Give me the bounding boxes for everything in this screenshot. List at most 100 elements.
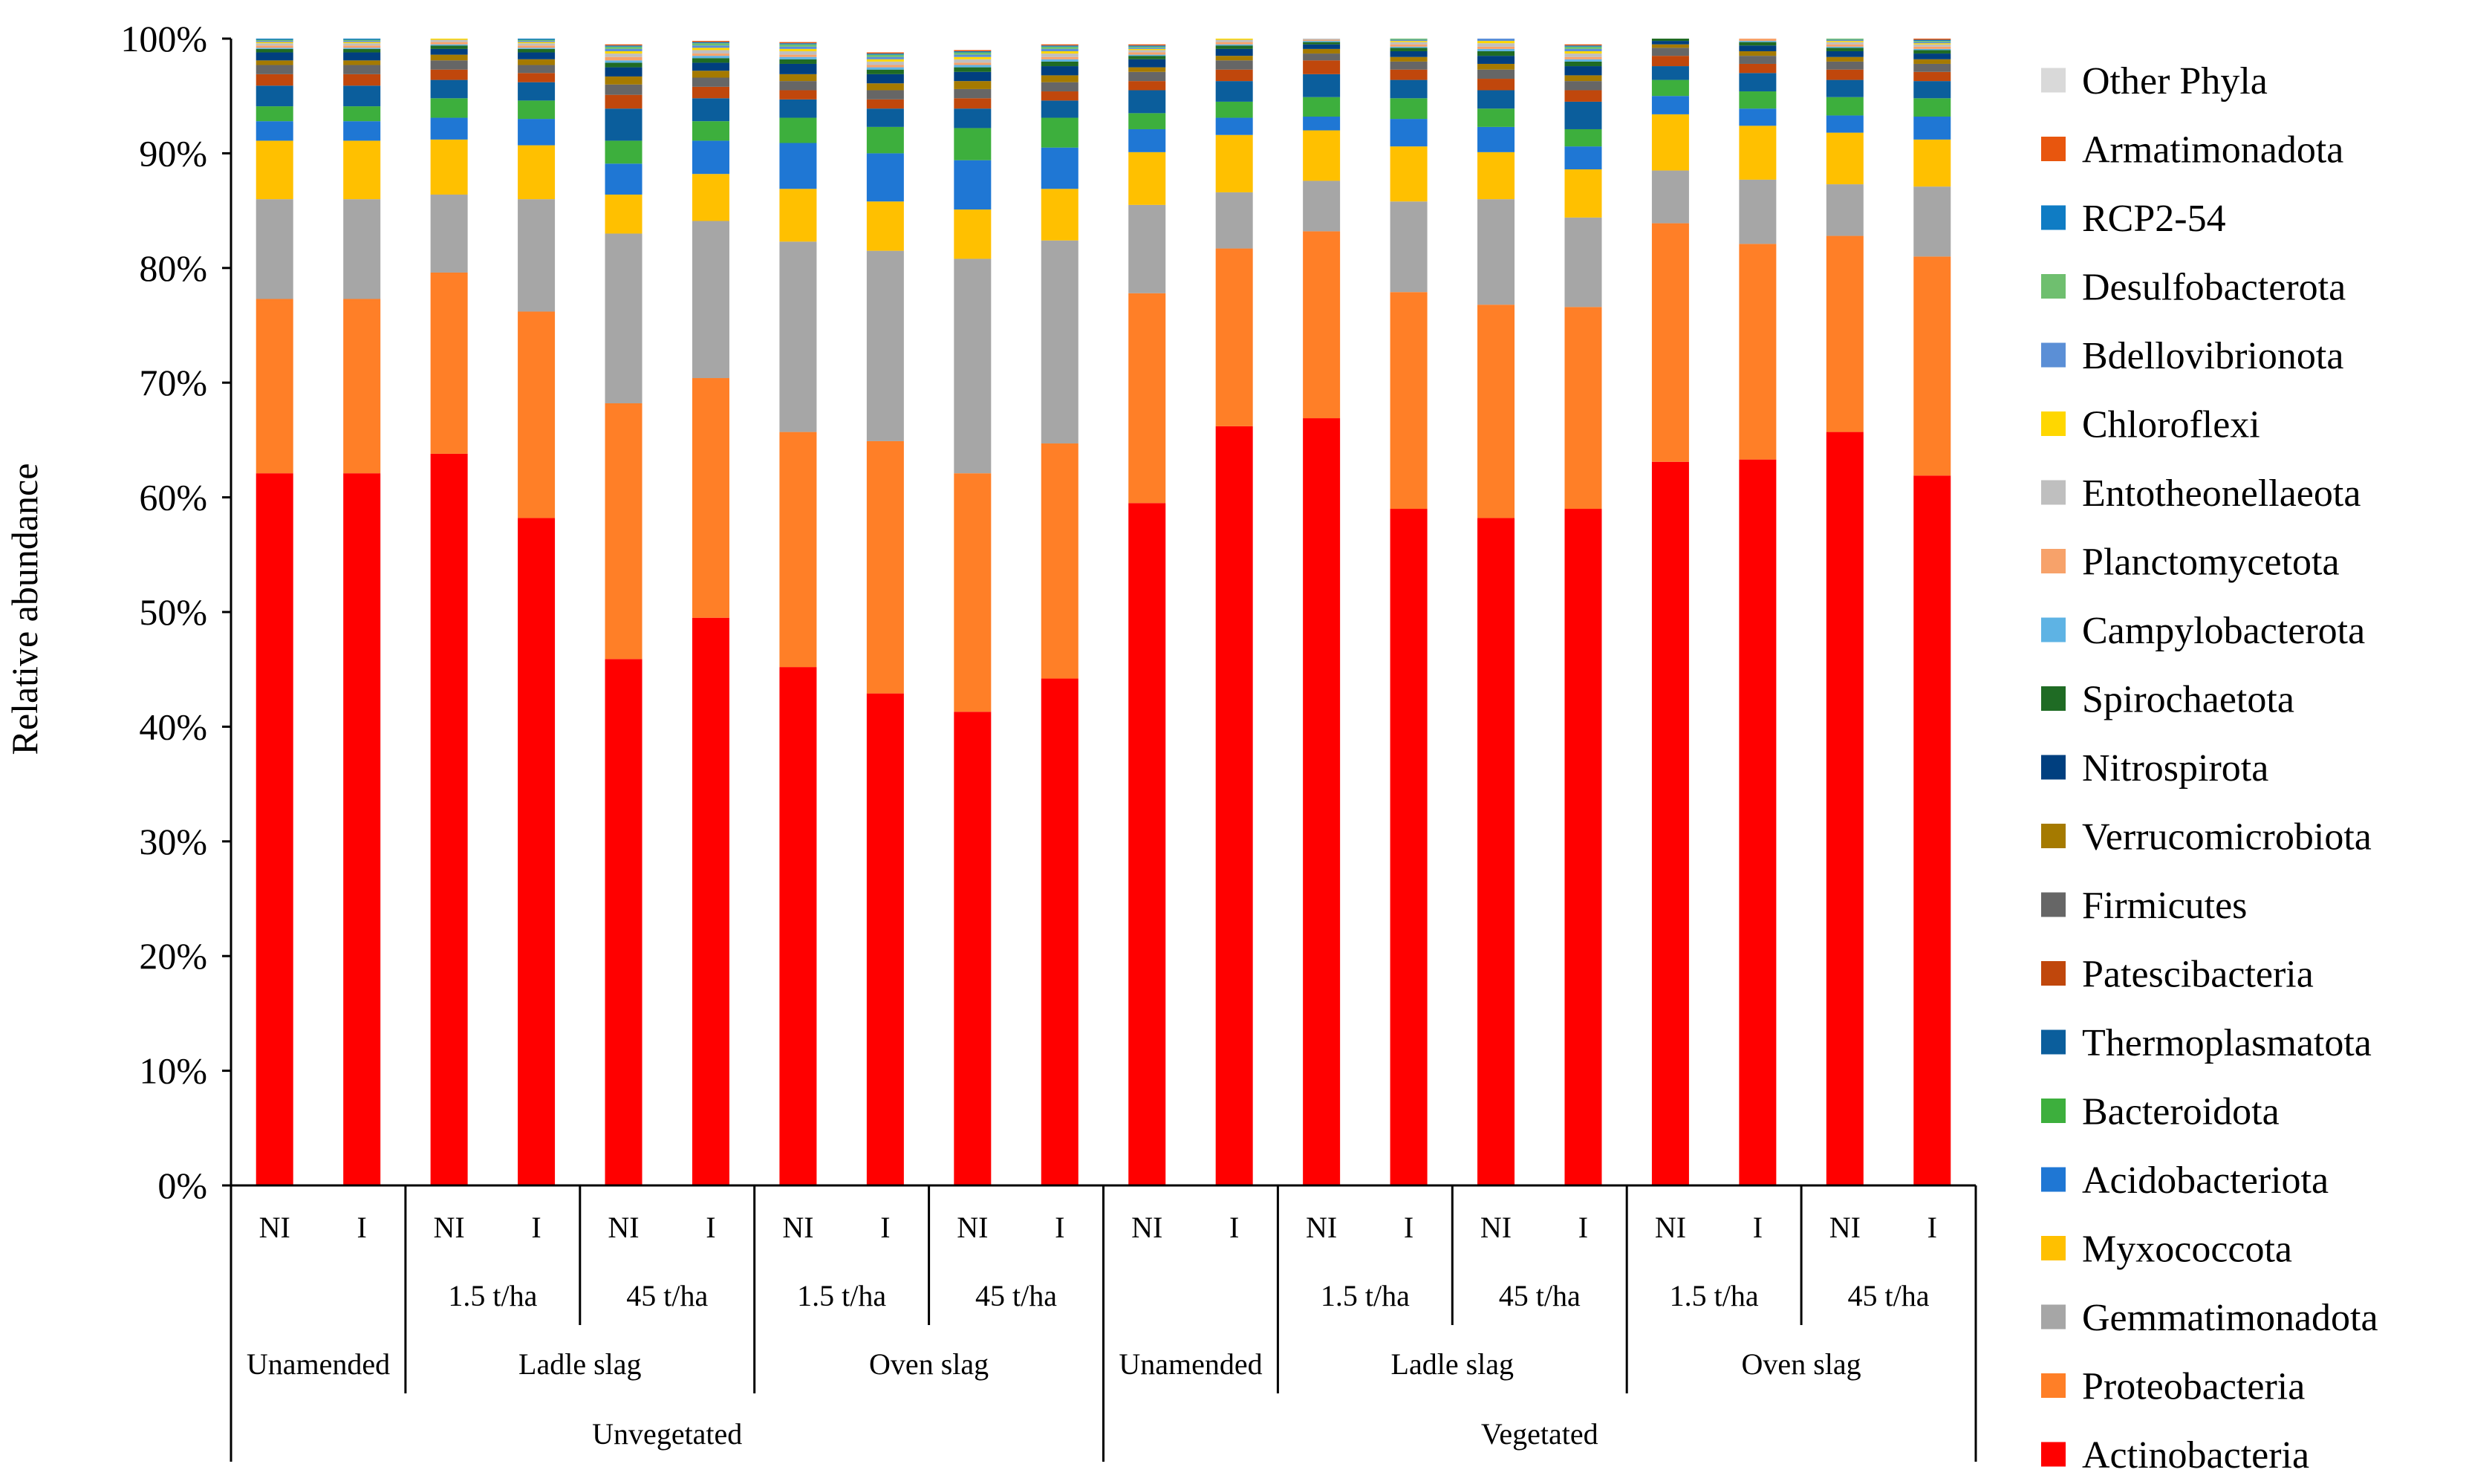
bar-segment (1739, 56, 1777, 64)
bar-segment (692, 71, 729, 78)
bar-segment (1215, 39, 1253, 42)
bar-segment (1564, 61, 1602, 67)
bar-segment (1390, 51, 1428, 57)
amendment-group-label: Unamended (1119, 1347, 1262, 1381)
bar-segment (1826, 39, 1864, 40)
bar-segment (1041, 147, 1079, 189)
legend-label: Other Phyla (2082, 60, 2268, 102)
bar-segment (605, 62, 642, 68)
bar-segment (1477, 518, 1515, 1185)
legend-label: RCP2-54 (2082, 198, 2226, 240)
bar-segment (954, 128, 992, 160)
bar-segment (256, 41, 293, 42)
bar-segment (1651, 66, 1689, 80)
bar-segment (1826, 51, 1864, 57)
legend-item: Other Phyla (2041, 60, 2268, 102)
bar-segment (256, 85, 293, 107)
bar-stack (1913, 39, 1951, 1185)
bar-segment (1651, 461, 1689, 1185)
bar-segment (954, 67, 992, 72)
bar-segment (256, 60, 293, 65)
bar-segment (1041, 100, 1079, 118)
bar-segment (954, 65, 992, 68)
bar-segment (1564, 146, 1602, 170)
bar-segment (1390, 46, 1428, 48)
bar-segment (518, 59, 556, 65)
bar-segment (1913, 50, 1951, 54)
legend-item: Verrucomicrobiota (2041, 816, 2372, 859)
y-tick-label: 60% (139, 477, 207, 518)
bar-segment (1041, 678, 1079, 1185)
bar-segment (954, 712, 992, 1185)
bar-segment (1215, 44, 1253, 46)
bar-segment (1913, 43, 1951, 45)
bar-segment (1215, 426, 1253, 1185)
bar-segment (1390, 44, 1428, 47)
bar-segment (1564, 53, 1602, 57)
bar-segment (779, 44, 817, 47)
bar-stack (1041, 44, 1079, 1185)
bar-segment (343, 43, 381, 46)
bar-segment (605, 46, 642, 49)
bar-segment (1913, 39, 1951, 40)
bar-segment (1390, 39, 1428, 42)
legend-label: Bacteroidota (2082, 1091, 2280, 1133)
bar-segment (256, 121, 293, 141)
bar-segment (692, 42, 729, 44)
amendment-group-label: Oven slag (1742, 1347, 1861, 1381)
bar-segment (866, 99, 904, 109)
bar-segment (518, 52, 556, 59)
bar-segment (1739, 63, 1777, 74)
bar-segment (1128, 113, 1166, 129)
bar-stack (866, 52, 904, 1185)
bar-segment (692, 121, 729, 141)
bar-segment (1390, 48, 1428, 51)
bar-segment (1826, 39, 1864, 42)
bar-segment (1041, 240, 1079, 444)
bar-segment (256, 48, 293, 53)
y-tick-label: 40% (139, 706, 207, 747)
bar-segment (692, 62, 729, 71)
bar-segment (605, 76, 642, 85)
y-tick-label: 50% (139, 591, 207, 633)
bar-segment (954, 258, 992, 474)
legend-swatch (2041, 617, 2066, 642)
bar-segment (954, 209, 992, 259)
bar-segment (605, 233, 642, 403)
legend-label: Bdellovibrionota (2082, 335, 2343, 377)
bar-segment (430, 44, 468, 46)
bar-segment (1390, 56, 1428, 62)
legend-label: Gemmatimonadota (2082, 1297, 2378, 1339)
bar-segment (343, 85, 381, 107)
bar-segment (518, 73, 556, 82)
bar-segment (1913, 42, 1951, 44)
bar-segment (518, 100, 556, 120)
bar-segment (1215, 101, 1253, 118)
bar-segment (866, 693, 904, 1185)
legend-item: Thermoplasmatota (2041, 1022, 2372, 1064)
bar-segment (518, 199, 556, 312)
bar-stack (1128, 44, 1166, 1185)
bar-segment (1215, 42, 1253, 45)
bar-segment (1651, 96, 1689, 114)
legend-item: Actinobacteria (2041, 1434, 2309, 1477)
bar-segment (256, 199, 293, 299)
bar-segment (692, 98, 729, 122)
bar-stack (605, 44, 642, 1185)
bar-segment (1826, 79, 1864, 97)
bar-segment (779, 42, 817, 44)
legend-swatch (2041, 342, 2066, 368)
bar-segment (1477, 305, 1515, 518)
legend-label: Nitrospirota (2082, 747, 2268, 790)
legend-label: Patescibacteria (2082, 954, 2314, 996)
bar-segment (1913, 116, 1951, 140)
amendment-group-label: Ladle slag (1391, 1347, 1515, 1381)
x-tick-label: NI (434, 1211, 465, 1244)
rate-group-label: 1.5 t/ha (448, 1279, 537, 1312)
bar-segment (779, 99, 817, 118)
x-tick-label: I (1927, 1211, 1937, 1244)
bar-segment (1128, 90, 1166, 114)
legend-label: Verrucomicrobiota (2082, 816, 2372, 859)
bar-segment (1913, 139, 1951, 187)
bar-segment (692, 174, 729, 221)
